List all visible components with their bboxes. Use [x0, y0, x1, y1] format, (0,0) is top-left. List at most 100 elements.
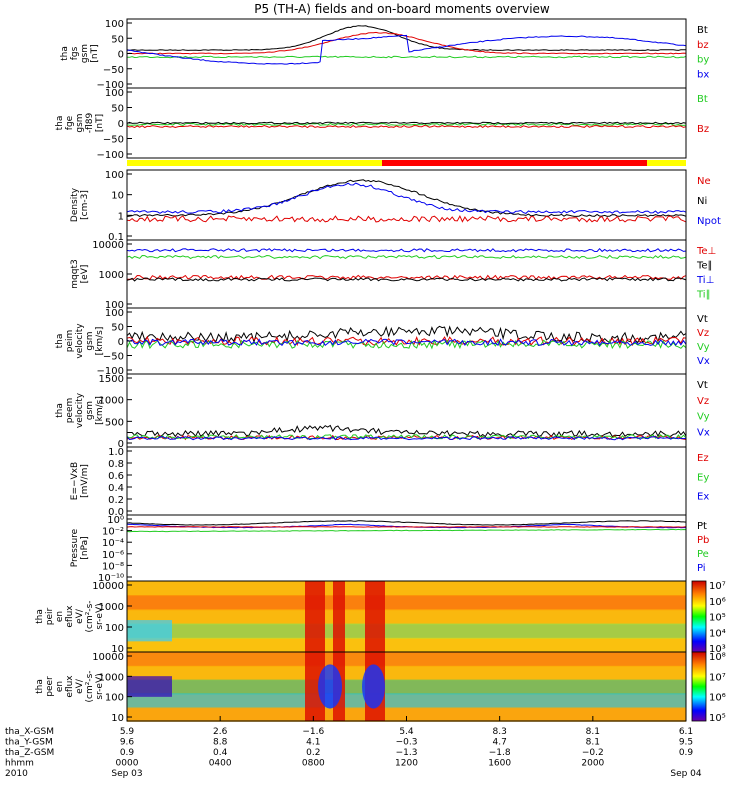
y-axis-label: gsm — [80, 44, 90, 63]
y-axis-label: gsm — [75, 113, 85, 132]
colorbar-label: 10⁵ — [709, 613, 726, 624]
y-axis-label: tha — [35, 679, 45, 694]
y-axis-label: velocity — [75, 323, 85, 359]
y-axis-label: [mV/m] — [80, 464, 90, 498]
y-tick-label: 0.8 — [108, 459, 124, 470]
y-tick-label: 10000 — [92, 581, 124, 592]
x-tick-label: 8.8 — [213, 738, 228, 748]
legend-entry: Ey — [697, 472, 709, 483]
series-line-blue — [126, 34, 687, 65]
x-axis-row-label: 2010 — [5, 769, 28, 779]
legend-entry: Pi — [697, 563, 706, 574]
y-tick-label: 0.6 — [108, 471, 124, 482]
panel-frame — [126, 446, 687, 516]
mode-bar — [127, 160, 686, 166]
x-tick-label: 6.1 — [679, 727, 693, 737]
y-tick-label: 1000 — [99, 602, 124, 613]
spectrogram-band — [127, 581, 686, 597]
panel-9: 10⁷ 10⁶ 10⁵ 10⁴ 10³ 10000 1000 100 10 tha peir en ef… — [35, 580, 726, 655]
y-axis-label: gsm — [85, 331, 95, 350]
y-tick-label: 0.2 — [108, 495, 124, 506]
y-tick-label: 10⁰ — [107, 515, 124, 526]
x-tick-label: 0400 — [209, 759, 232, 769]
spectrogram-low-flux — [318, 664, 342, 709]
y-axis-label: peem — [65, 398, 75, 424]
x-tick-label: 4.7 — [493, 738, 507, 748]
y-axis-label: [nPa] — [80, 536, 90, 559]
x-tick-label: 2000 — [581, 759, 604, 769]
panel-10-curves — [127, 652, 686, 722]
x-tick-label: 8.3 — [493, 727, 507, 737]
legend-entry: Ni — [697, 196, 707, 207]
x-tick-label: 0.4 — [213, 748, 228, 758]
y-axis-label: peir — [45, 607, 55, 625]
series-line-green — [127, 55, 687, 59]
x-tick-label: 9.5 — [679, 738, 693, 748]
legend-entry: Pb — [697, 535, 709, 546]
y-axis-label: en — [55, 611, 65, 622]
y-axis-label: (cm²-s- — [85, 670, 95, 702]
x-tick-label: 5.4 — [399, 727, 414, 737]
colorbar — [691, 651, 707, 722]
y-tick-label: 100 — [105, 623, 124, 634]
series-line-black — [126, 325, 687, 344]
y-tick-label: 1500 — [99, 374, 124, 385]
legend-entry: Vx — [697, 356, 710, 367]
y-tick-label: 10⁻² — [102, 527, 124, 538]
y-tick-label: 100 — [105, 170, 124, 181]
panel-1-curves — [126, 25, 687, 65]
legend-entry: Te⊥ — [696, 246, 716, 257]
y-tick-label: 100 — [105, 308, 124, 319]
spectrogram-low-flux — [127, 676, 172, 697]
y-tick-label: −50 — [103, 135, 124, 146]
legend-entry: Bt — [697, 94, 708, 105]
legend-entry: Npot — [697, 216, 721, 227]
y-tick-label: 0.0 — [108, 507, 124, 518]
y-tick-label: 100 — [105, 88, 124, 99]
y-tick-label: 500 — [105, 417, 124, 428]
spectrogram-low-flux — [127, 620, 172, 642]
panel-8-curves — [126, 520, 687, 533]
legend-entry: Ex — [697, 492, 709, 503]
spectrogram-high-flux — [305, 581, 325, 652]
x-tick-label: 2.6 — [213, 727, 228, 737]
y-tick-label: 10 — [111, 191, 124, 202]
x-tick-label: 0.9 — [120, 748, 135, 758]
y-tick-label: 1000 — [99, 396, 124, 407]
y-axis-label: [nT] — [90, 44, 100, 62]
mode-bar-segment — [647, 160, 686, 166]
legend-entry: Bz — [697, 124, 709, 135]
panel-9-curves — [127, 581, 686, 653]
series-line-black — [127, 424, 687, 438]
legend-entry: Vt — [697, 380, 708, 391]
y-tick-label: 10⁻⁶ — [102, 550, 124, 561]
y-tick-label: 1000 — [99, 672, 124, 683]
y-axis-label: [km/s] — [95, 396, 105, 425]
spectrogram-band — [127, 609, 686, 625]
series-line-black — [126, 277, 687, 282]
y-tick-label: 1 — [118, 211, 124, 222]
y-axis-label: [nT] — [95, 114, 105, 132]
series-line-blue — [126, 182, 687, 215]
y-tick-label: −50 — [103, 352, 124, 363]
legend-entry: Bt — [697, 25, 708, 36]
spectrogram-band — [127, 707, 686, 722]
x-tick-label: 0800 — [302, 759, 325, 769]
series-line-black — [126, 121, 687, 125]
chart-title: P5 (TH-A) fields and on-board moments ov… — [254, 2, 550, 16]
x-tick-label: 0000 — [116, 759, 139, 769]
panel-6: 1500 1000 500 0 tha peem velocity gsm [km/s] Vt Vz… — [55, 373, 710, 450]
colorbar-label: 10⁸ — [709, 652, 726, 663]
y-tick-label: 0.1 — [108, 232, 124, 243]
x-tick-label: 1200 — [395, 759, 418, 769]
y-tick-label: 1.0 — [108, 447, 124, 458]
x-tick-label: 4.1 — [306, 738, 320, 748]
y-axis-label: peer — [45, 676, 55, 697]
x-tick-label: 8.1 — [586, 738, 600, 748]
y-tick-label: −50 — [103, 65, 124, 76]
y-axis-label: peim — [65, 330, 75, 353]
y-axis-label: tha — [35, 609, 45, 624]
x-axis-row-label: hhmm — [5, 759, 34, 769]
